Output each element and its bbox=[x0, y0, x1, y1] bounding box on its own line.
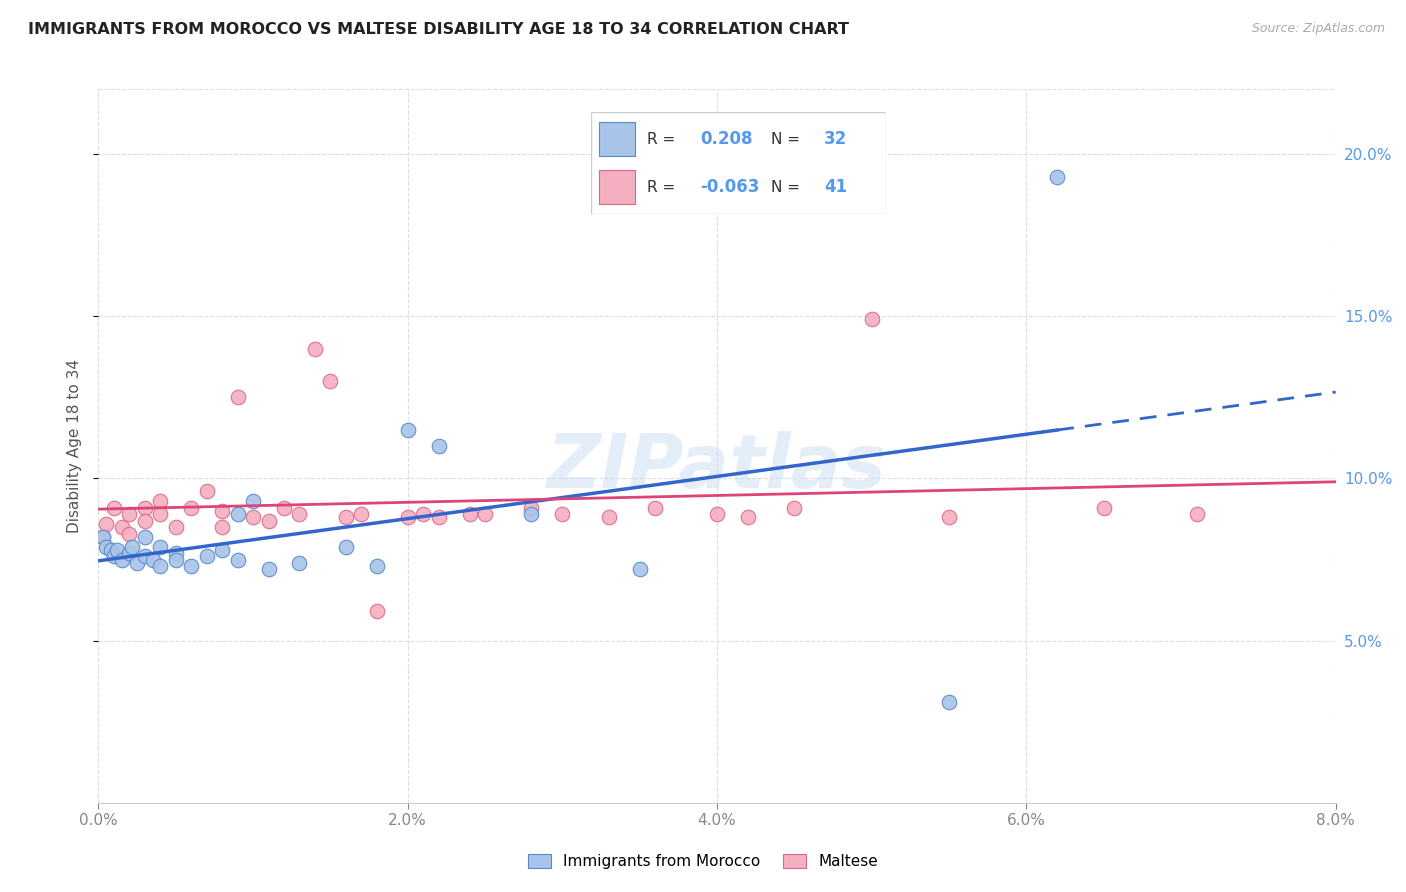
Point bbox=[121, 540, 143, 554]
Point bbox=[149, 559, 172, 574]
Point bbox=[226, 390, 249, 404]
Legend: Immigrants from Morocco, Maltese: Immigrants from Morocco, Maltese bbox=[522, 848, 884, 875]
Point bbox=[350, 507, 373, 521]
Text: R =: R = bbox=[647, 132, 679, 146]
Point bbox=[103, 500, 125, 515]
Point bbox=[257, 562, 280, 576]
Point bbox=[118, 507, 141, 521]
Point bbox=[91, 530, 114, 544]
Point bbox=[427, 510, 450, 524]
Point bbox=[100, 542, 122, 557]
Point bbox=[335, 510, 357, 524]
Point bbox=[319, 374, 342, 388]
Point bbox=[598, 510, 620, 524]
Text: -0.063: -0.063 bbox=[700, 178, 759, 196]
Point bbox=[288, 556, 311, 570]
Point bbox=[242, 510, 264, 524]
Point bbox=[211, 504, 233, 518]
Text: N =: N = bbox=[770, 180, 804, 195]
Point bbox=[180, 500, 202, 515]
Point bbox=[134, 549, 156, 564]
Point bbox=[195, 549, 218, 564]
Point bbox=[737, 510, 759, 524]
Bar bbox=[599, 170, 636, 204]
Point bbox=[474, 507, 496, 521]
Point bbox=[706, 507, 728, 521]
Text: 32: 32 bbox=[824, 130, 846, 148]
Point bbox=[134, 500, 156, 515]
Point bbox=[149, 507, 172, 521]
Point bbox=[165, 520, 187, 534]
Point bbox=[111, 520, 134, 534]
Bar bbox=[599, 122, 636, 155]
Point bbox=[96, 516, 118, 531]
Y-axis label: Disability Age 18 to 34: Disability Age 18 to 34 bbox=[67, 359, 83, 533]
Point bbox=[938, 510, 960, 524]
Point bbox=[257, 514, 280, 528]
Point bbox=[1092, 500, 1115, 515]
Text: IMMIGRANTS FROM MOROCCO VS MALTESE DISABILITY AGE 18 TO 34 CORRELATION CHART: IMMIGRANTS FROM MOROCCO VS MALTESE DISAB… bbox=[28, 22, 849, 37]
Point bbox=[458, 507, 481, 521]
Point bbox=[165, 552, 187, 566]
Point bbox=[118, 546, 141, 560]
Text: 41: 41 bbox=[824, 178, 846, 196]
Point bbox=[520, 507, 543, 521]
Text: Source: ZipAtlas.com: Source: ZipAtlas.com bbox=[1251, 22, 1385, 36]
Point bbox=[103, 549, 125, 564]
Point bbox=[149, 494, 172, 508]
Point bbox=[427, 439, 450, 453]
Point bbox=[1185, 507, 1208, 521]
Point bbox=[211, 542, 233, 557]
Point bbox=[226, 507, 249, 521]
Point bbox=[396, 423, 419, 437]
Point bbox=[149, 540, 172, 554]
Point bbox=[1046, 169, 1069, 184]
Point bbox=[412, 507, 434, 521]
Text: 0.208: 0.208 bbox=[700, 130, 752, 148]
FancyBboxPatch shape bbox=[591, 112, 886, 214]
Point bbox=[165, 546, 187, 560]
Point bbox=[366, 559, 388, 574]
Point bbox=[288, 507, 311, 521]
Point bbox=[118, 526, 141, 541]
Point bbox=[96, 540, 118, 554]
Point bbox=[127, 556, 149, 570]
Point bbox=[111, 552, 134, 566]
Point bbox=[91, 530, 114, 544]
Text: ZIPatlas: ZIPatlas bbox=[547, 431, 887, 504]
Point bbox=[783, 500, 806, 515]
Point bbox=[304, 342, 326, 356]
Point bbox=[142, 552, 165, 566]
Point bbox=[195, 484, 218, 499]
Point bbox=[105, 542, 128, 557]
Point bbox=[242, 494, 264, 508]
Point bbox=[520, 500, 543, 515]
Point bbox=[180, 559, 202, 574]
Point bbox=[211, 520, 233, 534]
Point bbox=[628, 562, 651, 576]
Point bbox=[366, 604, 388, 618]
Point bbox=[644, 500, 666, 515]
Point bbox=[134, 514, 156, 528]
Point bbox=[273, 500, 295, 515]
Point bbox=[335, 540, 357, 554]
Text: R =: R = bbox=[647, 180, 679, 195]
Point bbox=[396, 510, 419, 524]
Point bbox=[860, 312, 883, 326]
Text: N =: N = bbox=[770, 132, 804, 146]
Point bbox=[226, 552, 249, 566]
Point bbox=[938, 695, 960, 709]
Point bbox=[134, 530, 156, 544]
Point bbox=[551, 507, 574, 521]
